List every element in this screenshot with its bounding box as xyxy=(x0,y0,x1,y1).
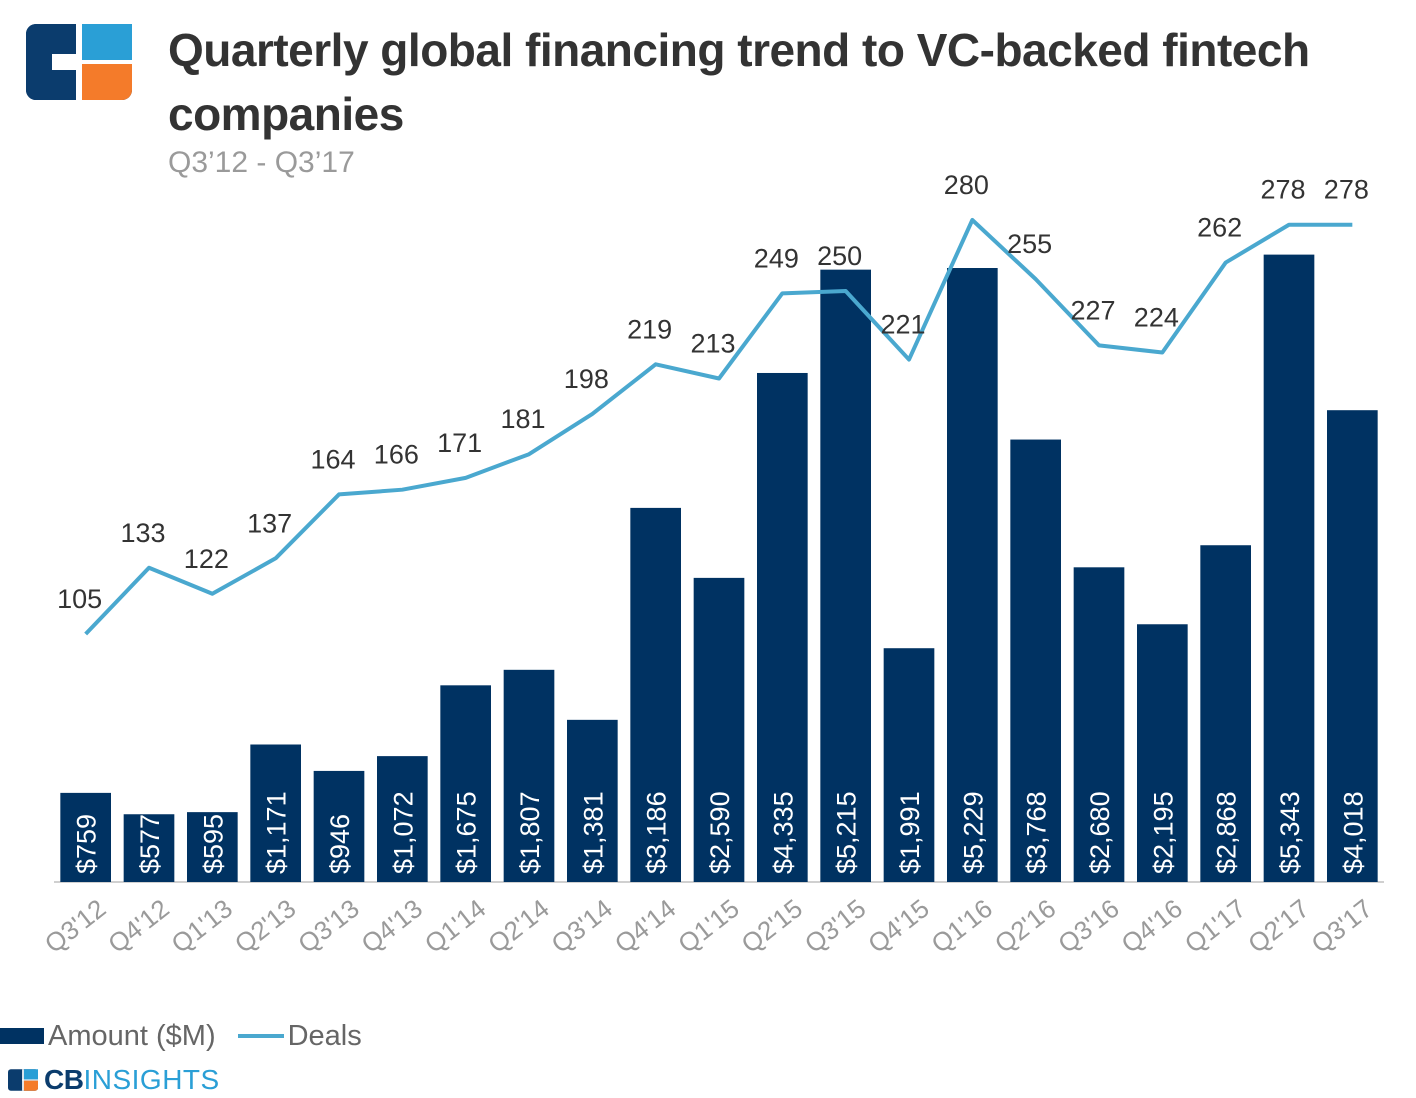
bar-Q2'13 xyxy=(250,744,301,882)
bar-Q2'15 xyxy=(757,372,808,882)
deals-line xyxy=(84,218,1353,636)
x-tick-Q4'16: Q4'16 xyxy=(1116,893,1189,959)
bar-label-Q1'17: $2,868 xyxy=(1212,791,1242,874)
bar-label-Q4'14: $3,186 xyxy=(642,791,672,874)
x-tick-Q1'15: Q1'15 xyxy=(672,893,745,959)
x-tick-Q1'14: Q1'14 xyxy=(419,893,492,959)
deals-label-Q4'16: 224 xyxy=(1134,302,1179,332)
x-tick-Q3'17: Q3'17 xyxy=(1306,893,1379,959)
deals-label-Q4'14: 219 xyxy=(627,314,672,344)
bar-Q3'12 xyxy=(60,792,111,882)
bar-label-Q3'16: $2,680 xyxy=(1085,791,1115,874)
deals-label-Q1'16: 280 xyxy=(944,170,989,200)
bar-label-Q4'16: $2,195 xyxy=(1148,791,1178,874)
x-tick-Q3'16: Q3'16 xyxy=(1052,893,1125,959)
deals-label-Q2'17: 278 xyxy=(1260,175,1305,205)
legend-amount-label: Amount ($M) xyxy=(48,1019,216,1052)
x-tick-Q3'14: Q3'14 xyxy=(546,893,619,959)
bar-Q2'17 xyxy=(1263,254,1315,882)
bar-Q1'17 xyxy=(1200,545,1251,882)
deals-label-Q1'14: 171 xyxy=(437,428,482,458)
bar-label-Q3'15: $5,215 xyxy=(832,791,862,874)
bar-label-Q2'16: $3,768 xyxy=(1022,791,1052,874)
brand-cb: CB xyxy=(44,1064,84,1095)
bar-label-Q4'15: $1,991 xyxy=(895,791,925,874)
deals-label-Q3'12: 105 xyxy=(57,584,102,614)
deals-label-Q3'13: 164 xyxy=(310,444,355,474)
bar-Q1'15 xyxy=(693,577,745,882)
x-tick-Q2'14: Q2'14 xyxy=(482,893,555,959)
x-tick-Q1'17: Q1'17 xyxy=(1179,893,1252,959)
x-tick-Q3'13: Q3'13 xyxy=(292,893,365,959)
x-tick-Q4'13: Q4'13 xyxy=(356,893,429,959)
bar-label-Q2'13: $1,171 xyxy=(262,791,292,874)
bar-Q2'16 xyxy=(1010,439,1061,882)
legend-amount-swatch xyxy=(0,1028,44,1044)
chart-legend: Amount ($M) Deals xyxy=(0,1016,362,1056)
deals-label-Q4'15: 221 xyxy=(880,310,925,340)
x-tick-Q2'16: Q2'16 xyxy=(989,893,1062,959)
bar-Q3'16 xyxy=(1073,567,1125,882)
bar-label-Q4'13: $1,072 xyxy=(388,791,418,874)
cb-insights-mark-icon xyxy=(8,1069,38,1091)
legend-deals-swatch xyxy=(237,1034,284,1038)
bar-label-Q1'13: $595 xyxy=(198,814,228,874)
bar-label-Q3'12: $759 xyxy=(72,814,102,874)
bar-Q2'14 xyxy=(503,669,555,882)
bar-Q4'13 xyxy=(377,756,428,882)
deals-label-Q2'16: 255 xyxy=(1007,229,1052,259)
deals-label-Q4'13: 166 xyxy=(374,440,419,470)
bar-Q3'14 xyxy=(567,719,618,882)
x-tick-Q1'16: Q1'16 xyxy=(926,893,999,959)
x-tick-Q2'17: Q2'17 xyxy=(1242,893,1315,959)
x-tick-Q4'15: Q4'15 xyxy=(862,893,935,959)
brand-insights: INSIGHTS xyxy=(83,1064,220,1095)
bar-label-Q2'14: $1,807 xyxy=(515,791,545,874)
x-tick-Q2'15: Q2'15 xyxy=(736,893,809,959)
bar-label-Q3'13: $946 xyxy=(325,814,355,874)
bar-Q3'13 xyxy=(313,770,365,882)
deals-label-Q1'17: 262 xyxy=(1197,213,1242,243)
bar-Q4'15 xyxy=(883,648,935,882)
cb-insights-logo-icon xyxy=(26,24,132,100)
bar-Q3'15 xyxy=(820,269,871,882)
deals-label-Q3'16: 227 xyxy=(1070,295,1115,325)
bar-Q1'14 xyxy=(440,685,491,882)
bar-Q4'16 xyxy=(1137,624,1188,882)
deals-label-Q4'12: 133 xyxy=(120,518,165,548)
x-tick-Q4'14: Q4'14 xyxy=(609,893,682,959)
x-tick-Q3'12: Q3'12 xyxy=(39,893,112,959)
chart-title: Quarterly global financing trend to VC-b… xyxy=(168,24,1310,140)
deals-label-Q3'17: 278 xyxy=(1324,175,1369,205)
bar-label-Q3'17: $4,018 xyxy=(1338,791,1368,874)
bar-label-Q4'12: $577 xyxy=(135,814,165,874)
deals-label-Q1'15: 213 xyxy=(690,329,735,359)
x-tick-Q4'12: Q4'12 xyxy=(102,893,175,959)
bar-Q3'17 xyxy=(1327,410,1378,882)
bar-label-Q3'14: $1,381 xyxy=(578,791,608,874)
bar-Q1'13 xyxy=(187,812,238,882)
deals-label-Q1'13: 122 xyxy=(184,544,229,574)
deals-label-Q2'13: 137 xyxy=(247,508,292,538)
bar-label-Q1'14: $1,675 xyxy=(452,791,482,874)
deals-label-Q3'15: 250 xyxy=(817,241,862,271)
bar-label-Q2'15: $4,335 xyxy=(768,791,798,874)
bar-Q4'14 xyxy=(630,507,681,882)
x-tick-Q3'15: Q3'15 xyxy=(799,893,872,959)
x-tick-Q1'13: Q1'13 xyxy=(166,893,239,959)
legend-deals-label: Deals xyxy=(287,1019,362,1052)
brand-footer: CB INSIGHTS xyxy=(8,1064,220,1096)
chart-subtitle: Q3’12 - Q3’17 xyxy=(168,146,355,179)
x-tick-Q2'13: Q2'13 xyxy=(229,893,302,959)
bar-Q4'12 xyxy=(123,814,175,882)
bar-Q1'16 xyxy=(947,268,998,882)
deals-label-Q2'15: 249 xyxy=(754,243,799,273)
bar-label-Q1'16: $5,229 xyxy=(958,791,988,874)
deals-label-Q3'14: 198 xyxy=(564,364,609,394)
deals-label-Q2'14: 181 xyxy=(500,404,545,434)
bar-label-Q2'17: $5,343 xyxy=(1275,791,1305,874)
bar-label-Q1'15: $2,590 xyxy=(705,791,735,874)
